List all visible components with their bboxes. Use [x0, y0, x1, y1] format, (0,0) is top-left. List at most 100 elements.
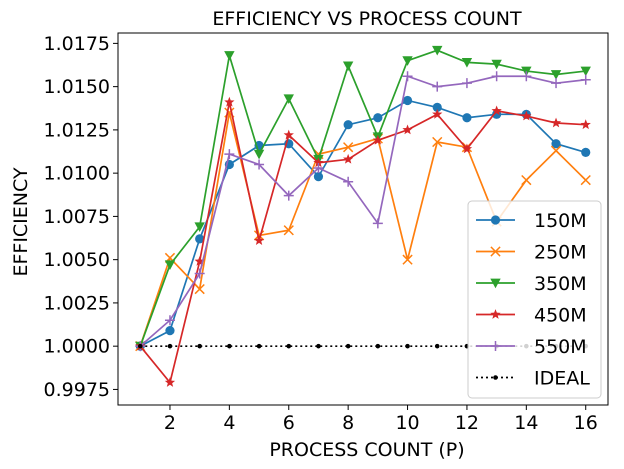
data-point-450m: [372, 134, 383, 145]
legend-label-150m: 150M: [534, 210, 587, 232]
data-point-150m: [432, 102, 442, 112]
x-tick-label: 12: [455, 412, 479, 434]
y-tick-label: 1.0000: [44, 336, 110, 358]
series-450m: [135, 96, 591, 387]
data-point-450m: [164, 377, 176, 387]
data-point-350m: [402, 56, 413, 66]
y-tick-label: 1.0050: [44, 249, 110, 271]
plot-frame: [117, 32, 609, 406]
y-tick-label: 1.0075: [44, 206, 110, 228]
data-point-350m: [253, 149, 265, 160]
data-point-250m: [580, 174, 591, 186]
x-tick-label: 2: [164, 412, 176, 434]
data-point-550m: [224, 149, 235, 160]
axes: 2 4 6 8 10 12 14 16 0.9975 1.0000 1.0025 1.0050 1.00…: [44, 32, 609, 434]
y-axis-label: EFFICIENCY: [10, 167, 32, 276]
legend-label-550m: 550M: [534, 336, 587, 358]
data-point-550m: [283, 190, 294, 201]
data-point-250m: [550, 145, 562, 156]
data-point-ideal: [256, 343, 262, 349]
data-point-450m: [283, 129, 294, 140]
data-point-350m: [164, 260, 176, 271]
legend-label-250m: 250M: [534, 242, 587, 264]
series-line-550m: [139, 75, 586, 347]
data-point-350m: [432, 45, 443, 56]
data-point-ideal: [345, 343, 351, 349]
y-tick-label: 1.0025: [44, 292, 110, 314]
data-point-ideal: [405, 343, 410, 349]
data-point-350m: [461, 57, 473, 68]
data-point-150m: [373, 113, 383, 123]
legend-marker-150m: [490, 215, 501, 225]
data-point-350m: [224, 51, 235, 61]
legend-marker-550m: [490, 341, 501, 351]
data-point-450m: [580, 119, 591, 130]
data-point-ideal: [375, 343, 381, 349]
data-point-250m: [283, 225, 294, 236]
data-point-550m: [491, 71, 502, 82]
data-point-450m: [224, 96, 235, 107]
legend-label-ideal: IDEAL: [534, 368, 590, 390]
data-point-450m: [491, 105, 502, 116]
data-point-550m: [343, 176, 354, 187]
data-point-550m: [194, 268, 205, 279]
x-tick-label: 8: [342, 412, 354, 434]
data-point-450m: [194, 255, 205, 266]
series-550m: [135, 71, 591, 352]
x-tick-label: 4: [223, 412, 235, 434]
legend-marker-250m: [490, 246, 501, 257]
data-point-ideal: [316, 343, 321, 349]
data-point-450m: [343, 153, 354, 164]
data-point-550m: [372, 218, 383, 229]
data-point-550m: [402, 71, 413, 82]
data-point-150m: [313, 172, 324, 182]
data-point-450m: [432, 108, 443, 119]
legend: 150M 250M 350M 450M 550M IDEAL: [467, 200, 602, 399]
x-axis-label: PROCESS COUNT (P): [269, 439, 464, 461]
data-point-250m: [194, 283, 205, 295]
data-point-ideal: [227, 343, 232, 349]
x-tick-label: 6: [283, 412, 295, 434]
data-point-550m: [254, 159, 265, 170]
data-point-550m: [580, 74, 591, 85]
data-point-150m: [343, 120, 353, 130]
data-point-ideal: [137, 343, 143, 349]
data-point-ideal: [286, 343, 292, 349]
y-tick-label: 1.0150: [44, 76, 110, 98]
data-point-150m: [551, 139, 561, 149]
data-point-350m: [194, 222, 205, 232]
legend-marker-350m: [490, 278, 501, 289]
legend-box: [467, 200, 602, 399]
data-point-550m: [313, 162, 324, 173]
x-tick-label: 10: [395, 412, 419, 434]
data-point-350m: [491, 59, 502, 70]
data-point-350m: [283, 94, 294, 104]
data-point-450m: [253, 235, 265, 245]
data-point-450m: [461, 143, 473, 154]
y-tick-label: 1.0175: [44, 33, 110, 55]
data-point-450m: [313, 157, 324, 168]
chart-title: EFFICIENCY VS PROCESS COUNT: [212, 8, 522, 30]
data-point-550m: [461, 78, 472, 89]
data-point-150m: [581, 147, 591, 157]
data-point-250m: [343, 142, 354, 153]
data-point-450m: [550, 117, 562, 128]
data-point-250m: [402, 254, 413, 265]
data-point-550m: [521, 71, 532, 82]
data-point-450m: [402, 124, 413, 135]
x-tick-label: 16: [574, 412, 598, 434]
y-tick-label: 1.0125: [44, 119, 110, 141]
y-tick-label: 0.9975: [44, 379, 110, 401]
legend-marker-ideal: [493, 375, 498, 380]
data-point-ideal: [167, 343, 173, 349]
data-point-350m: [550, 70, 562, 80]
y-tick-label: 1.0100: [44, 163, 110, 185]
data-point-150m: [165, 326, 175, 336]
data-point-150m: [462, 113, 472, 123]
series-line-450m: [139, 102, 586, 385]
legend-label-350m: 350M: [534, 273, 587, 295]
data-point-450m: [521, 110, 532, 121]
legend-marker-450m: [490, 309, 501, 319]
legend-label-450m: 450M: [534, 305, 587, 327]
